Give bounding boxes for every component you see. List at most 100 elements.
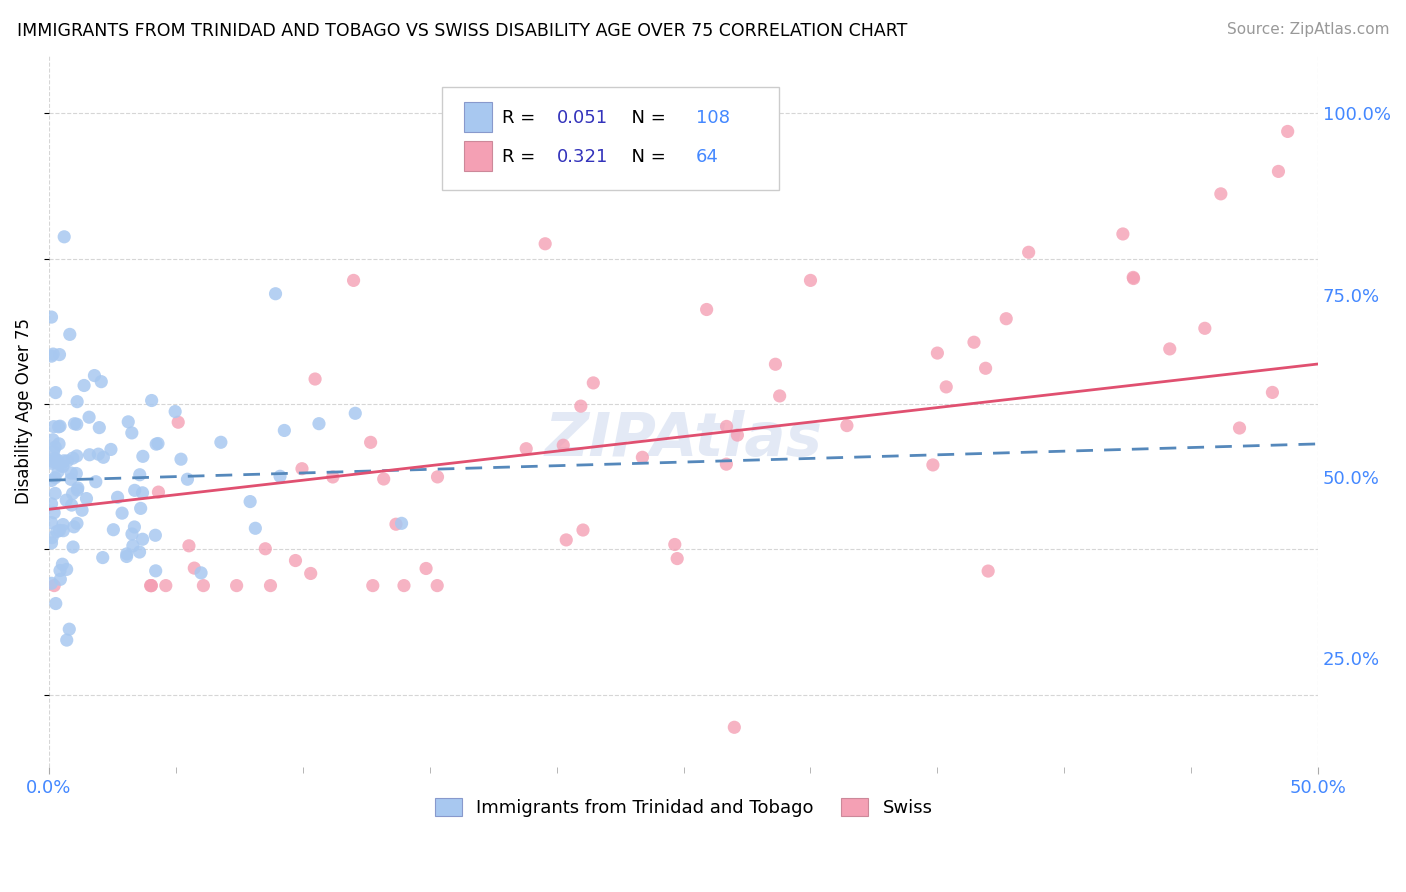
Point <box>42 347 65 361</box>
Point <box>41 474 63 488</box>
Point <box>66 483 89 497</box>
Point <box>44 486 66 500</box>
Point <box>103 523 125 537</box>
Point <box>1018 245 1040 260</box>
Point <box>799 273 821 287</box>
Point <box>977 564 1000 578</box>
Point <box>360 435 382 450</box>
Point <box>361 578 384 592</box>
Point <box>41 531 63 545</box>
Point <box>48 348 70 362</box>
Point <box>115 547 138 561</box>
Point <box>65 467 87 481</box>
Point <box>41 576 63 591</box>
Point <box>76 491 98 506</box>
Point <box>55 493 77 508</box>
Point <box>128 545 150 559</box>
Point <box>117 415 139 429</box>
Point <box>299 566 322 581</box>
Point <box>1159 342 1181 356</box>
Point <box>45 454 67 468</box>
Point <box>145 528 167 542</box>
Point <box>569 399 592 413</box>
Point <box>1229 421 1251 435</box>
Point <box>93 450 115 465</box>
Point <box>66 417 89 432</box>
Point <box>77 410 100 425</box>
Point <box>55 633 77 648</box>
Point <box>284 553 307 567</box>
Point <box>291 461 314 475</box>
Point <box>121 539 143 553</box>
Point <box>44 471 66 485</box>
Point <box>41 536 63 550</box>
Point <box>572 523 595 537</box>
Point <box>46 465 69 479</box>
Point <box>66 394 89 409</box>
Point <box>66 449 89 463</box>
Point <box>696 302 718 317</box>
Point <box>52 454 75 468</box>
Point <box>344 406 367 420</box>
Point <box>111 506 134 520</box>
Text: ZIPAtlas: ZIPAtlas <box>544 410 823 469</box>
Point <box>1194 321 1216 335</box>
Point <box>41 456 63 470</box>
Point <box>45 385 67 400</box>
Bar <box>464 141 492 171</box>
Point <box>107 491 129 505</box>
Point <box>245 521 267 535</box>
Point <box>141 578 163 592</box>
Point <box>49 458 72 473</box>
Point <box>66 481 89 495</box>
Point <box>44 451 66 466</box>
Point <box>100 442 122 457</box>
Point <box>51 558 73 572</box>
Point <box>765 357 787 371</box>
Point <box>62 540 84 554</box>
Point <box>716 457 738 471</box>
Point <box>582 376 605 390</box>
Point <box>264 286 287 301</box>
Point <box>392 578 415 592</box>
Point <box>41 516 63 530</box>
Point <box>716 419 738 434</box>
Point <box>183 561 205 575</box>
Point <box>49 572 72 586</box>
Point <box>922 458 945 472</box>
Point <box>56 454 79 468</box>
Point <box>42 455 65 469</box>
Point <box>73 378 96 392</box>
Point <box>121 527 143 541</box>
Text: Source: ZipAtlas.com: Source: ZipAtlas.com <box>1226 22 1389 37</box>
Text: R =: R = <box>502 109 541 127</box>
Point <box>176 472 198 486</box>
Point <box>1267 164 1289 178</box>
Point <box>141 393 163 408</box>
Legend: Immigrants from Trinidad and Tobago, Swiss: Immigrants from Trinidad and Tobago, Swi… <box>426 789 942 826</box>
Point <box>41 310 63 324</box>
Point <box>79 448 101 462</box>
Point <box>49 419 72 434</box>
Point <box>59 327 82 342</box>
Point <box>725 428 748 442</box>
Point <box>115 549 138 564</box>
Point <box>66 516 89 531</box>
Text: R =: R = <box>502 148 541 166</box>
Point <box>49 564 72 578</box>
Point <box>45 597 67 611</box>
Point <box>1209 186 1232 201</box>
Text: 0.051: 0.051 <box>557 109 607 127</box>
Point <box>44 578 66 592</box>
Point <box>42 433 65 447</box>
Point <box>769 389 792 403</box>
Point <box>52 459 75 474</box>
Point <box>426 470 449 484</box>
Point <box>995 311 1018 326</box>
Point <box>46 453 69 467</box>
Point <box>44 440 66 454</box>
Point <box>42 444 65 458</box>
Point <box>1122 271 1144 285</box>
Point <box>89 420 111 434</box>
Point <box>254 541 277 556</box>
